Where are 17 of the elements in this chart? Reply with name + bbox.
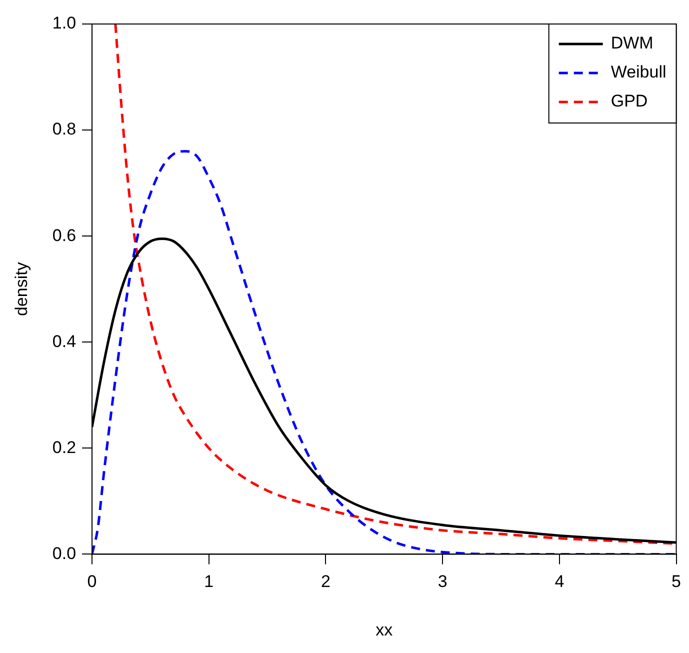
x-tick-label: 2 (320, 572, 330, 592)
x-tick-label: 5 (672, 572, 682, 592)
y-tick-label: 0.0 (52, 544, 76, 563)
y-axis-title: density (12, 262, 31, 316)
y-tick-label: 0.4 (52, 332, 76, 351)
legend-label: DWM (610, 34, 654, 53)
y-tick-label: 0.2 (52, 438, 76, 457)
y-tick-label: 1.0 (52, 14, 76, 33)
x-tick-label: 1 (204, 572, 214, 592)
y-tick-label: 0.6 (52, 226, 76, 245)
y-tick-label: 0.8 (52, 120, 76, 139)
legend-label: Weibull (610, 62, 666, 82)
x-tick-label: 3 (438, 572, 448, 592)
legend-label: GPD (610, 92, 648, 111)
x-tick-label: 4 (554, 572, 564, 592)
x-axis-title: xx (376, 620, 394, 640)
x-tick-label: 0 (87, 572, 97, 592)
